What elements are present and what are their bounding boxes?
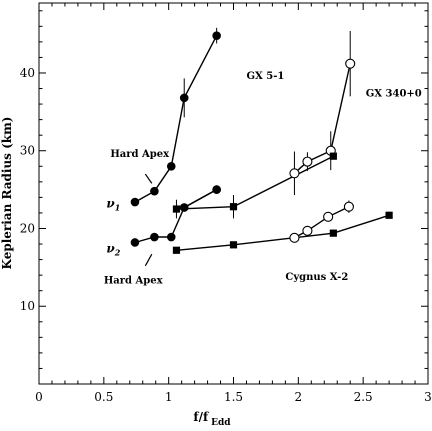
data-point: [329, 229, 337, 237]
x-tick-label: 3: [424, 390, 432, 404]
data-point: [179, 93, 189, 103]
x-axis: 0 0.5 1 1.5 2 2.5 3: [35, 3, 432, 404]
data-point: [229, 241, 238, 249]
annotation-pointers: [144, 173, 153, 267]
x-tick-label: 0: [35, 390, 43, 404]
data-point: [179, 203, 189, 212]
y-tick-label: 30: [20, 144, 35, 158]
error-bars: [175, 27, 351, 222]
series-lines: [134, 35, 390, 251]
annotation-pointer: [144, 173, 153, 184]
data-point: [150, 232, 159, 242]
annotations: GX 5-1 GX 340+0 Cygnus X-2 Hard Apex Hard Ap…: [104, 71, 422, 286]
data-point: [302, 156, 313, 167]
series-line: [176, 214, 390, 251]
y-axis-title: Keplerian Radius (km): [0, 117, 14, 270]
data-point: [172, 205, 181, 213]
data-point: [302, 225, 313, 236]
annotation-gx340: GX 340+0: [366, 88, 422, 99]
x-tick-label: 1.5: [224, 390, 243, 404]
annotation-cyg: Cygnus X-2: [285, 272, 348, 283]
x-axis-title: f/f Edd: [193, 410, 231, 428]
data-point: [212, 185, 221, 194]
annotation-nu2: ν2: [106, 242, 120, 258]
y-tick-label: 20: [20, 221, 35, 235]
series-line: [294, 206, 350, 239]
data-point: [343, 201, 354, 212]
x-tick-label: 1: [165, 390, 173, 404]
plot-frame: [38, 2, 429, 385]
data-point: [345, 58, 356, 69]
annotation-gx51: GX 5-1: [246, 71, 284, 82]
annotation-nu1: ν1: [106, 196, 120, 212]
data-point: [385, 211, 393, 219]
data-point: [130, 238, 140, 247]
annotation-pointer: [144, 253, 153, 267]
data-markers: [130, 31, 393, 254]
data-point: [323, 211, 334, 222]
data-point: [166, 161, 176, 171]
series-line: [293, 63, 351, 174]
data-point: [289, 168, 300, 179]
data-point: [166, 232, 176, 242]
y-axis: 10 20 30 40: [20, 10, 428, 369]
annotation-hardapex2: Hard Apex: [104, 276, 164, 287]
data-point: [329, 152, 337, 160]
data-point: [289, 232, 300, 243]
data-point: [229, 203, 238, 211]
y-tick-label: 10: [20, 299, 35, 313]
data-point: [172, 246, 181, 254]
data-point: [212, 31, 221, 40]
annotation-hardapex1: Hard Apex: [110, 149, 170, 160]
x-tick-label: 2.5: [354, 390, 373, 404]
y-tick-label: 40: [20, 66, 35, 80]
data-point: [130, 197, 140, 207]
series-line: [134, 188, 217, 244]
x-tick-label: 2: [295, 390, 303, 404]
data-point: [150, 186, 159, 196]
x-tick-label: 0.5: [94, 390, 113, 404]
